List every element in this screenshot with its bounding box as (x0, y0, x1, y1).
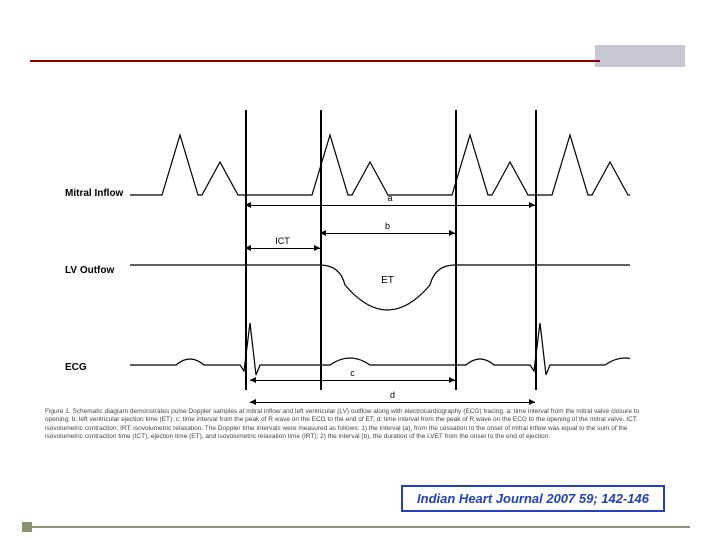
slide: ET Mitral Inflow LV Outfow ECG a b ICT c d F… (0, 0, 720, 540)
figure-caption: Figure 1. Schematic diagram demonstrates… (45, 408, 665, 442)
interval-label: b (378, 221, 398, 231)
interval-label: ICT (273, 236, 293, 246)
interval-arrow (320, 233, 455, 234)
vline (455, 110, 457, 390)
header-rule (30, 60, 600, 62)
ecg-label: ECG (65, 362, 87, 373)
interval-label: d (383, 390, 403, 400)
lv-label: LV Outfow (65, 265, 114, 276)
diagram-area: ET Mitral Inflow LV Outfow ECG abICTcd (70, 70, 630, 400)
interval-label: c (343, 368, 363, 378)
interval-arrow (250, 402, 535, 403)
svg-text:ET: ET (381, 275, 394, 286)
header-shadow (595, 45, 685, 67)
mitral-label: Mitral Inflow (65, 188, 123, 199)
vline (535, 110, 537, 390)
interval-arrow (245, 205, 535, 206)
interval-label: a (380, 193, 400, 203)
interval-arrow (245, 248, 320, 249)
vline (320, 110, 322, 390)
footer-rule (30, 526, 690, 528)
waveforms: ET (70, 70, 630, 400)
footer-square (22, 522, 32, 532)
citation: Indian Heart Journal 2007 59; 142-146 (401, 485, 665, 512)
interval-arrow (250, 380, 455, 381)
